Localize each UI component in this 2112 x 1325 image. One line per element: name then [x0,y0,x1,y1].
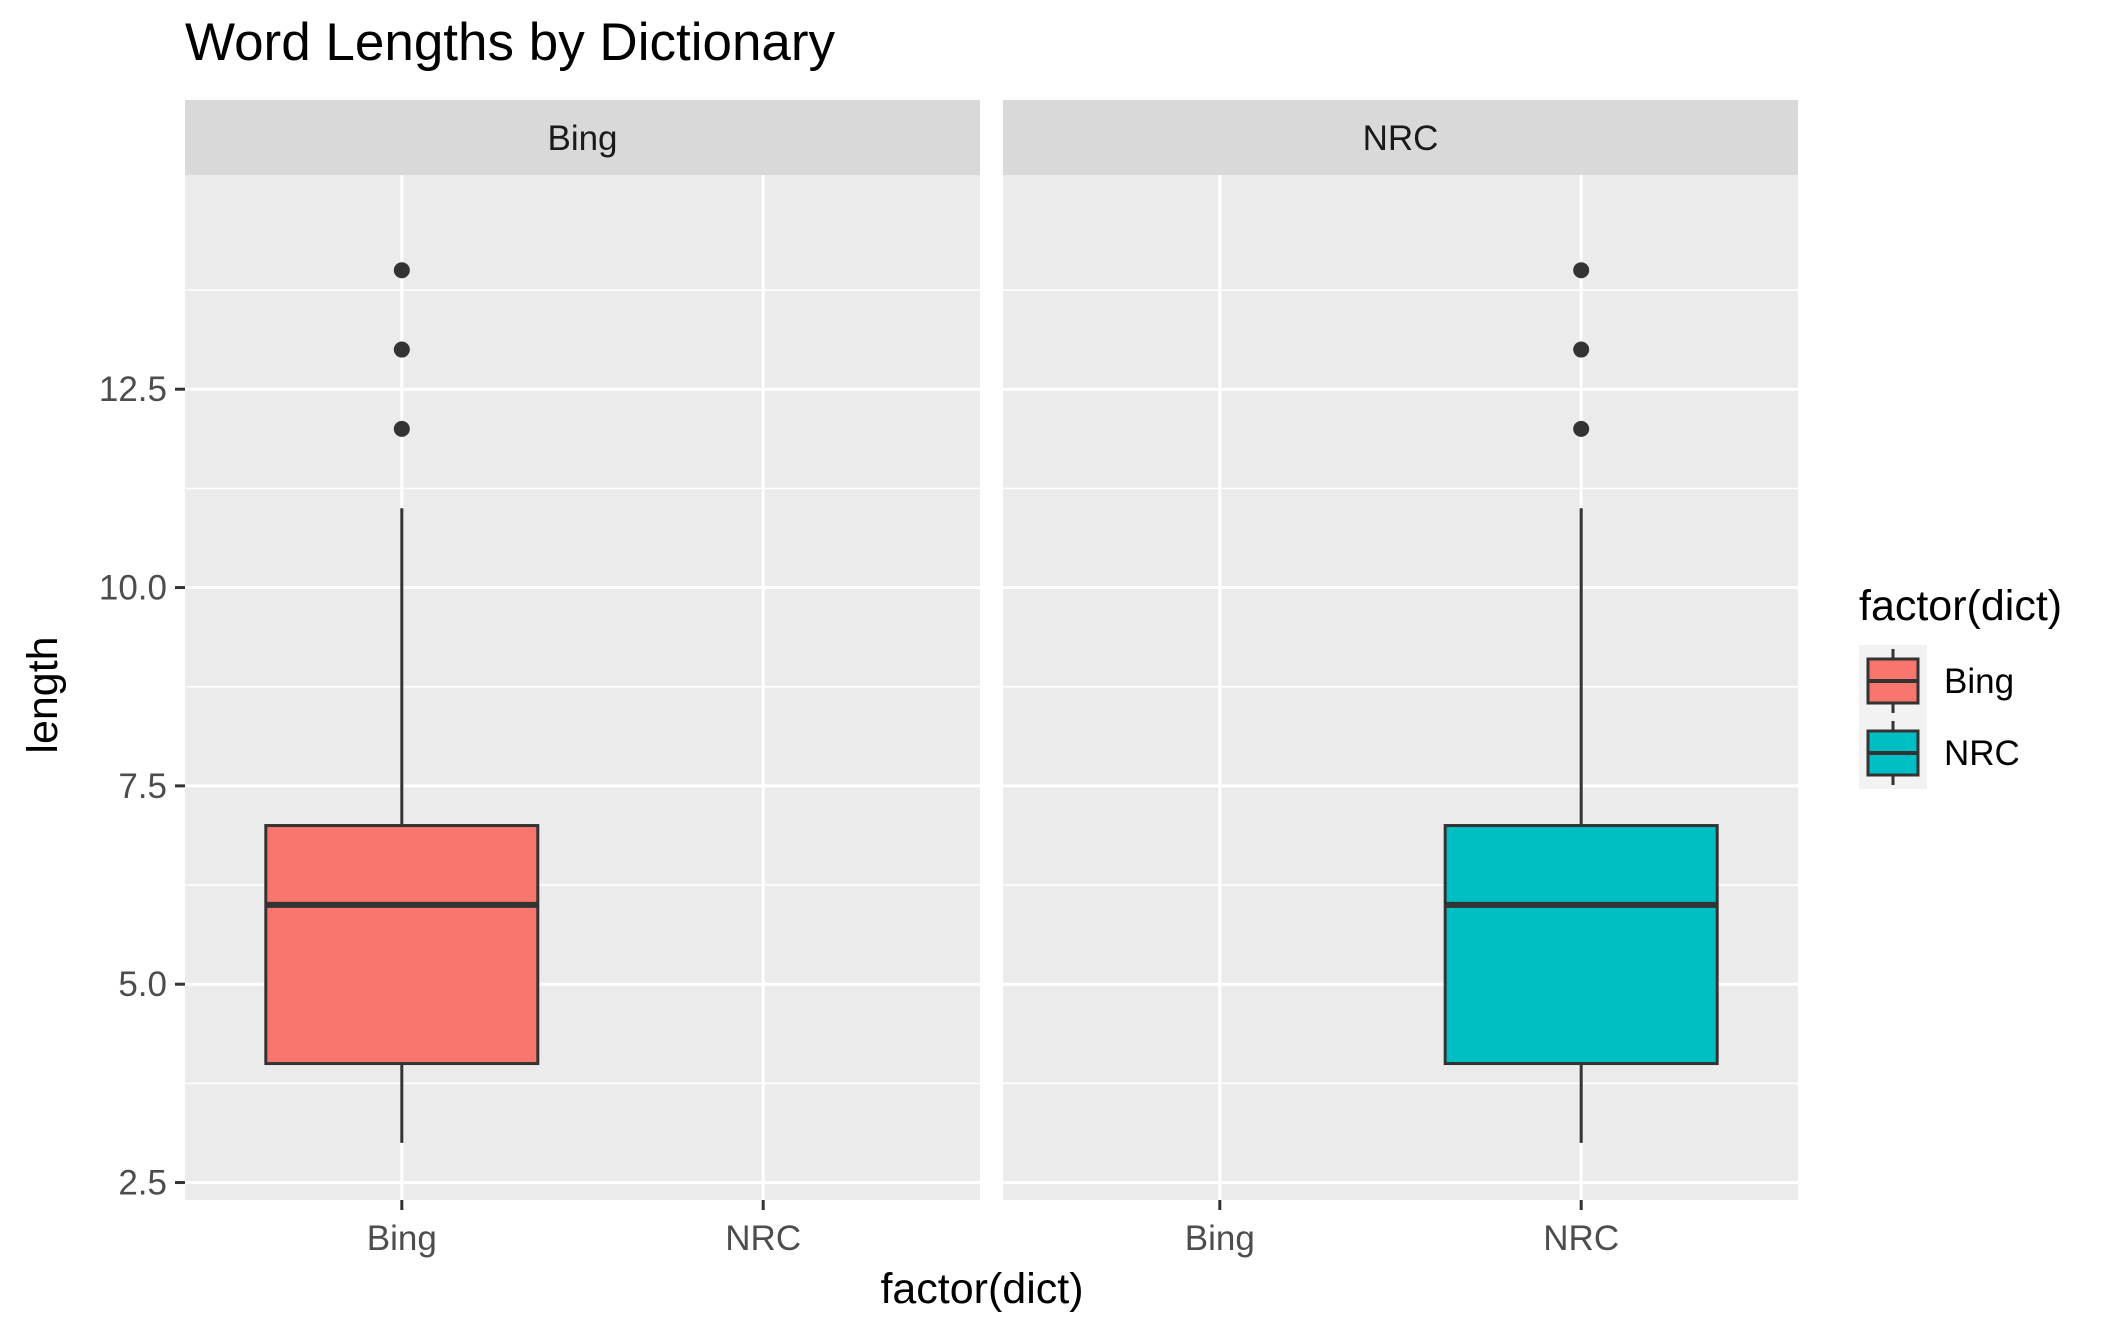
facet-strip-label: Bing [547,119,617,158]
x-tick-label: Bing [1185,1219,1255,1258]
outlier-point [1573,420,1590,437]
facet-panels: Bing NRC [185,100,1798,1200]
legend-title: factor(dict) [1859,582,2062,630]
legend-label: Bing [1944,662,2014,701]
y-tick-label: 12.5 [99,370,167,409]
outlier-point [393,341,410,358]
y-tick-label: 5.0 [118,965,167,1004]
legend-key-nrc: NRC [1859,717,2020,789]
x-axis: Bing NRC Bing NRC [367,1200,1619,1258]
x-tick-label: NRC [725,1219,801,1258]
outlier-point [393,262,410,279]
facet-strip [1003,100,1798,175]
facet-strip [185,100,980,175]
legend: factor(dict) Bing NRC [1859,582,2062,789]
outlier-point [1573,262,1590,279]
box-body [264,824,540,1066]
y-axis: 2.5 5.0 7.5 10.0 12.5 [99,370,185,1203]
y-tick-label: 2.5 [118,1164,167,1203]
facet-panel-nrc: NRC [1003,100,1798,1200]
y-axis-title: length [19,636,67,753]
facet-panel-bing: Bing [185,100,980,1200]
legend-keys: Bing NRC [1859,645,2020,789]
box-bing [264,262,540,1143]
box-body [1443,824,1719,1066]
chart-title: Word Lengths by Dictionary [185,13,836,72]
y-tick-label: 10.0 [99,569,167,608]
y-tick-label: 7.5 [118,767,167,806]
outlier-point [393,420,410,437]
legend-label: NRC [1944,734,2020,773]
x-tick-label: NRC [1543,1219,1619,1258]
legend-key-bing: Bing [1859,645,2014,717]
box-nrc [1443,262,1719,1143]
x-tick-label: Bing [367,1219,437,1258]
x-axis-title: factor(dict) [880,1265,1083,1313]
facet-strip-label: NRC [1363,119,1439,158]
outlier-point [1573,341,1590,358]
